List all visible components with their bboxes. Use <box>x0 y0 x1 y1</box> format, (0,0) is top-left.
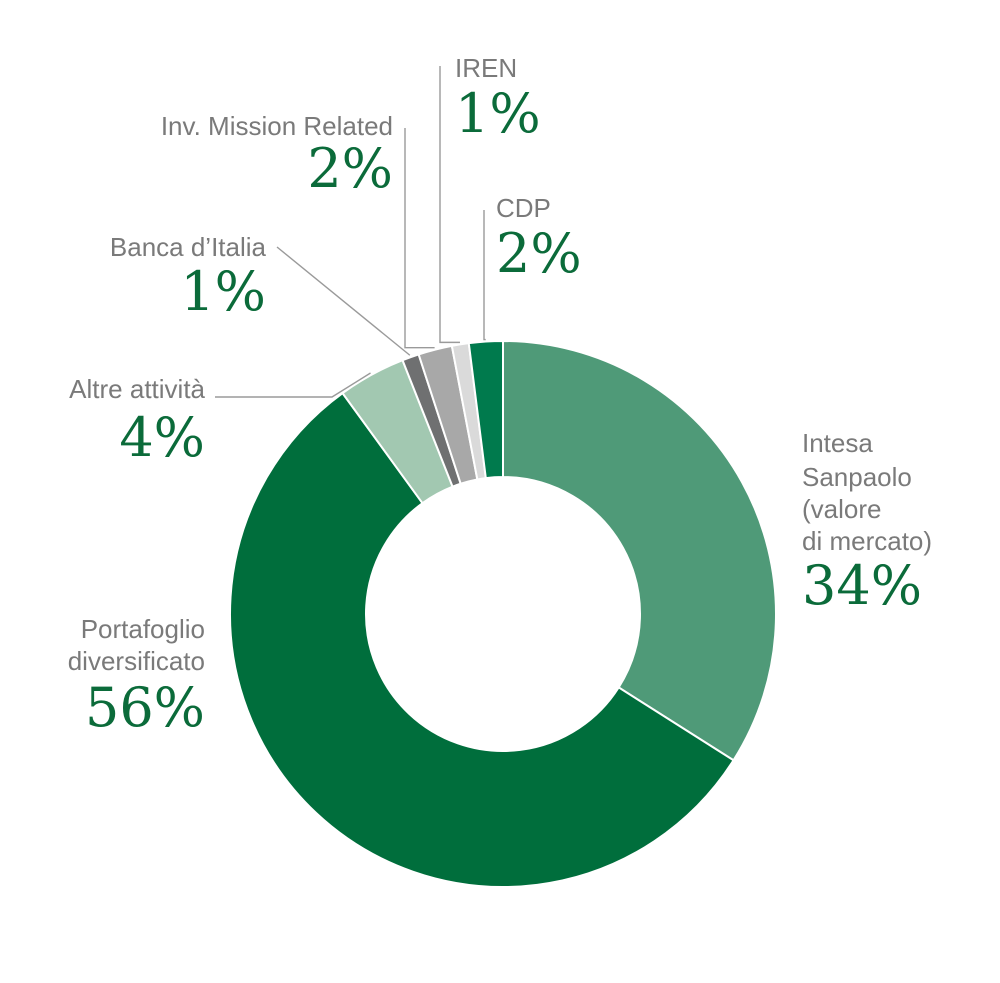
pct-label-intesa-sanpaolo-valore-di-mercato: 34% <box>802 554 922 617</box>
label-intesa-sanpaolo-valore-di-mercato-line-1: Intesa <box>802 428 873 458</box>
leader-line-inv-mission-related <box>404 128 435 349</box>
slice-portafoglio-diversificato <box>229 391 735 888</box>
leader-line-banca-d-italia <box>276 246 411 356</box>
label-portafoglio-diversificato-line-1: Portafoglio <box>81 614 205 644</box>
pct-label-inv-mission-related: 2% <box>307 137 393 200</box>
pct-label-iren: 1% <box>455 82 541 145</box>
label-intesa-sanpaolo-valore-di-mercato-line-4: di mercato) <box>802 526 932 556</box>
pct-label-portafoglio-diversificato: 56% <box>85 676 205 739</box>
label-intesa-sanpaolo-valore-di-mercato-line-2: Sanpaolo <box>802 462 912 492</box>
pct-label-banca-d-italia: 1% <box>180 260 266 323</box>
label-intesa-sanpaolo-valore-di-mercato-line-3: (valore <box>802 494 881 524</box>
chart-leader-lines <box>215 66 486 398</box>
chart-slices <box>229 339 777 888</box>
label-altre-attivita: Altre attività <box>69 374 205 404</box>
label-cdp: CDP <box>496 193 551 223</box>
label-inv-mission-related: Inv. Mission Related <box>161 111 393 141</box>
slice-cdp <box>467 339 504 480</box>
label-portafoglio-diversificato-line-2: diversificato <box>68 646 205 676</box>
label-banca-d-italia: Banca d’Italia <box>110 232 267 262</box>
label-iren: IREN <box>455 53 517 83</box>
pct-label-altre-attivita: 4% <box>119 406 205 469</box>
slice-intesa-sanpaolo-valore-di-mercato <box>502 339 777 762</box>
pct-label-cdp: 2% <box>496 222 582 285</box>
leader-line-iren <box>439 66 460 344</box>
leader-line-cdp <box>483 210 486 341</box>
leader-line-altre-attivita <box>215 372 371 398</box>
